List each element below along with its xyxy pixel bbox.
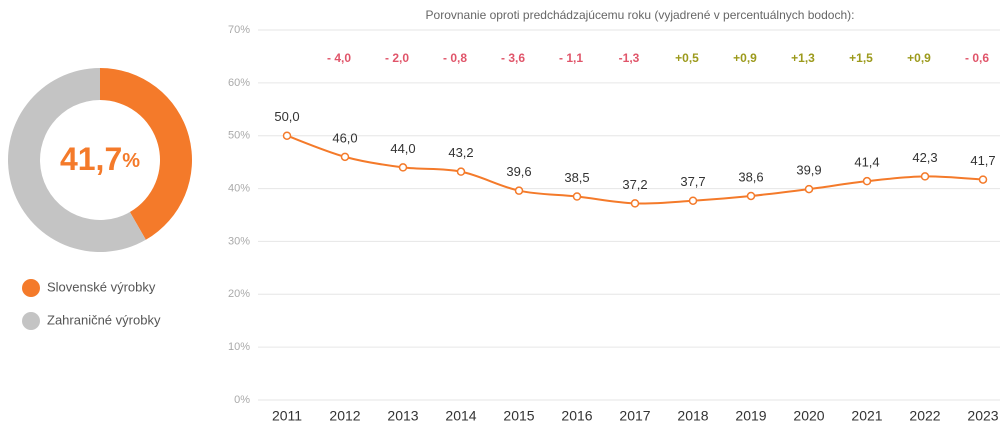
point	[920, 172, 930, 181]
change-label: +0,9	[733, 51, 757, 65]
change-label: - 3,6	[501, 51, 525, 65]
donut-segment	[100, 68, 192, 240]
y-tick-label: 70%	[228, 24, 250, 36]
y-tick-label: 20%	[228, 288, 250, 300]
change-label: - 1,1	[559, 51, 583, 65]
value-label: 50,0	[274, 109, 299, 124]
point	[630, 199, 640, 208]
point	[340, 152, 350, 162]
value-label: 37,2	[622, 177, 647, 192]
x-tick-label: 2015	[503, 408, 534, 424]
y-tick-label: 40%	[228, 182, 250, 194]
change-label: -1,3	[619, 51, 640, 65]
value-label: 39,6	[506, 164, 531, 179]
x-tick-label: 2018	[677, 408, 708, 424]
value-label: 44,0	[390, 141, 415, 156]
x-tick-label: 2017	[619, 408, 650, 424]
point	[862, 176, 872, 186]
change-label: - 4,0	[327, 51, 351, 65]
value-label: 41,4	[854, 155, 879, 170]
point	[978, 175, 988, 184]
donut-segment	[7, 68, 146, 253]
change-label: +0,9	[907, 51, 931, 65]
x-tick-label: 2013	[387, 408, 418, 424]
y-tick-label: 60%	[228, 77, 250, 89]
value-label: 43,2	[448, 145, 473, 160]
value-label: 39,9	[796, 163, 821, 178]
change-label: +0,5	[675, 51, 699, 65]
change-label: - 0,8	[443, 51, 467, 65]
legend-swatch	[22, 312, 40, 330]
x-tick-label: 2019	[735, 408, 766, 424]
value-label: 38,6	[738, 169, 763, 184]
x-tick-label: 2022	[909, 408, 940, 424]
point	[746, 191, 756, 201]
change-label: - 0,6	[965, 51, 989, 65]
change-label: +1,3	[791, 51, 815, 65]
x-tick-label: 2020	[793, 408, 824, 424]
change-label: - 2,0	[385, 51, 409, 65]
point	[456, 167, 466, 176]
x-tick-label: 2012	[329, 408, 360, 424]
value-label: 42,3	[912, 150, 937, 165]
y-tick-label: 0%	[234, 394, 250, 406]
value-label: 37,7	[680, 174, 705, 189]
x-tick-label: 2016	[561, 408, 592, 424]
point	[572, 192, 582, 201]
y-tick-label: 10%	[228, 341, 250, 353]
change-label: +1,5	[849, 51, 873, 65]
legend-swatch	[22, 279, 40, 297]
point	[514, 186, 524, 195]
point	[688, 196, 698, 205]
x-tick-label: 2011	[272, 408, 302, 424]
y-tick-label: 50%	[228, 130, 250, 142]
x-tick-label: 2021	[851, 408, 882, 424]
point	[398, 163, 408, 172]
subtitle: Porovnanie oproti predchádzajúcemu roku …	[426, 8, 855, 22]
x-tick-label: 2014	[445, 408, 476, 424]
y-tick-label: 30%	[228, 235, 250, 247]
legend-label: Slovenské výrobky	[47, 279, 156, 294]
value-label: 41,7	[970, 153, 995, 168]
value-label: 38,5	[564, 170, 589, 185]
x-tick-label: 2023	[967, 408, 998, 424]
value-label: 46,0	[332, 130, 357, 145]
legend-label: Zahraničné výrobky	[47, 312, 161, 327]
point	[804, 184, 814, 194]
center-label: 41,7%	[60, 141, 140, 177]
point	[282, 131, 292, 140]
